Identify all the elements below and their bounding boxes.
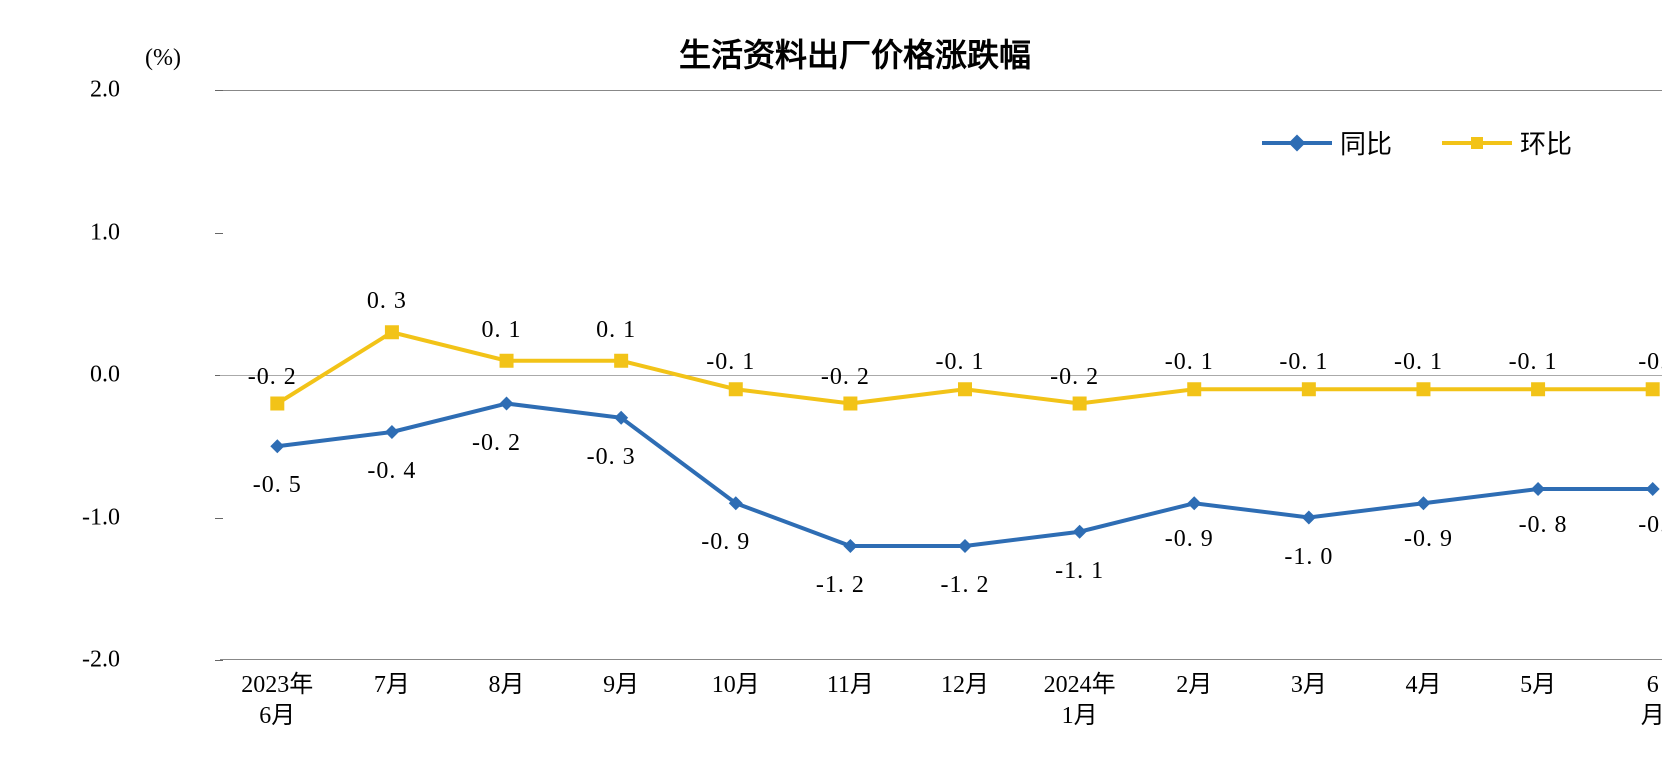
data-label: -1. 2 [816, 572, 865, 599]
x-tick-label: 4月 [1405, 670, 1441, 701]
data-label: -1. 2 [941, 572, 990, 599]
x-tick-label: 12月 [941, 670, 989, 701]
data-label: -0. 8 [1519, 512, 1568, 539]
marker-square [729, 382, 743, 396]
data-label: 0. 3 [367, 288, 407, 315]
x-tick-label: 2023年 6月 [241, 670, 313, 732]
chart-title: 生活资料出厂价格涨跌幅 [679, 30, 1031, 76]
x-tick-label: 3月 [1291, 670, 1327, 701]
data-label: 0. 1 [482, 317, 522, 344]
marker-diamond [1302, 511, 1316, 525]
marker-diamond [843, 539, 857, 553]
legend-item-mom: 环比 [1442, 124, 1572, 161]
data-label: 0. 1 [596, 317, 636, 344]
marker-square [270, 397, 284, 411]
y-tick-mark [215, 660, 223, 661]
marker-square [614, 354, 628, 368]
marker-diamond [1531, 482, 1545, 496]
chart-container: 生活资料出厂价格涨跌幅 (%) -2.0-1.00.01.02.0 2023年 … [70, 20, 1640, 720]
data-label: -0. 1 [1165, 349, 1214, 376]
x-tick-label: 8月 [489, 670, 525, 701]
data-label: -0. 5 [253, 472, 302, 499]
x-tick-label: 9月 [603, 670, 639, 701]
y-axis-unit: (%) [145, 45, 181, 72]
data-label: -0. 9 [1165, 526, 1214, 553]
marker-diamond [1187, 496, 1201, 510]
x-tick-label: 11月 [827, 670, 874, 701]
data-label: -0. 2 [821, 364, 870, 391]
marker-diamond [1416, 496, 1430, 510]
data-label: -0. 2 [1050, 364, 1099, 391]
x-tick-label: 7月 [374, 670, 410, 701]
marker-square [1416, 382, 1430, 396]
data-label: -0. 9 [701, 529, 750, 556]
marker-square [1646, 382, 1660, 396]
data-label: -0. 1 [1279, 349, 1328, 376]
marker-square [1302, 382, 1316, 396]
marker-diamond [500, 397, 514, 411]
y-tick-label: 2.0 [60, 77, 120, 104]
y-tick-label: 0.0 [60, 362, 120, 389]
marker-square [1073, 397, 1087, 411]
marker-square [1531, 382, 1545, 396]
marker-square [1187, 382, 1201, 396]
x-tick-label: 2024年 1月 [1044, 670, 1116, 732]
data-label: -0. 2 [472, 430, 521, 457]
y-tick-label: 1.0 [60, 219, 120, 246]
data-label: -0. 9 [1404, 526, 1453, 553]
marker-diamond [1073, 525, 1087, 539]
data-label: -0. 2 [248, 364, 297, 391]
data-label: -0. 1 [706, 349, 755, 376]
data-label: -0. 1 [936, 349, 985, 376]
data-label: -0. 1 [1509, 349, 1558, 376]
legend-item-yoy: 同比 [1262, 124, 1392, 161]
data-label: -0. 4 [367, 458, 416, 485]
marker-square [500, 354, 514, 368]
x-tick-label: 10月 [712, 670, 760, 701]
data-label: -0. 1 [1394, 349, 1443, 376]
legend-label-mom: 环比 [1520, 124, 1572, 161]
data-label: -0. 1 [1638, 349, 1662, 376]
data-label: -0. 8 [1638, 512, 1662, 539]
y-tick-label: -1.0 [60, 504, 120, 531]
legend: 同比 环比 [1254, 120, 1580, 165]
marker-square [843, 397, 857, 411]
marker-square [385, 325, 399, 339]
marker-square [958, 382, 972, 396]
data-label: -0. 3 [587, 444, 636, 471]
marker-diamond [1646, 482, 1660, 496]
x-tick-label: 5月 [1520, 670, 1556, 701]
legend-label-yoy: 同比 [1340, 124, 1392, 161]
marker-diamond [270, 439, 284, 453]
data-label: -1. 0 [1284, 544, 1333, 571]
marker-diamond [958, 539, 972, 553]
x-tick-label: 6月 [1641, 670, 1662, 732]
y-tick-label: -2.0 [60, 647, 120, 674]
series-line-0 [277, 404, 1652, 547]
x-tick-label: 2月 [1176, 670, 1212, 701]
data-label: -1. 1 [1055, 558, 1104, 585]
marker-diamond [385, 425, 399, 439]
